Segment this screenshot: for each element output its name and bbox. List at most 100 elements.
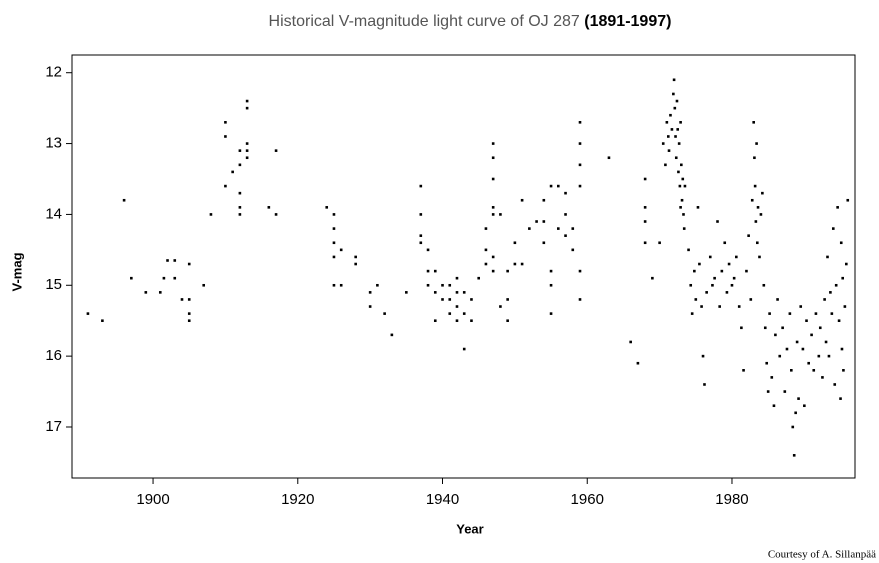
data-point [840, 347, 844, 351]
data-point [834, 283, 838, 287]
data-point [629, 340, 632, 344]
data-point [735, 255, 738, 259]
data-point [774, 333, 777, 337]
data-point [506, 269, 509, 273]
data-point [665, 121, 669, 124]
data-point [144, 291, 148, 294]
data-point [455, 276, 459, 280]
data-point [433, 319, 437, 323]
data-point [578, 163, 582, 167]
data-point [781, 326, 784, 330]
data-point [542, 241, 546, 245]
data-point [690, 312, 694, 315]
data-point [549, 283, 553, 287]
data-point [753, 184, 757, 188]
data-point [762, 283, 766, 287]
data-point [224, 135, 227, 138]
data-point [368, 305, 372, 308]
data-point [238, 191, 242, 195]
data-point [491, 177, 495, 181]
data-point [484, 262, 488, 266]
data-point [792, 454, 796, 457]
data-point [788, 312, 792, 315]
data-point [794, 411, 797, 415]
data-point [441, 298, 444, 301]
data-point [224, 184, 227, 188]
data-point [578, 269, 582, 273]
data-point [723, 241, 727, 245]
data-point [513, 241, 517, 245]
data-point [817, 354, 821, 358]
data-point [433, 269, 437, 273]
x-axis-title: Year [456, 521, 483, 536]
data-point [542, 198, 546, 202]
data-point [727, 262, 731, 266]
data-point [209, 213, 213, 216]
data-point [846, 198, 850, 202]
data-point [752, 121, 755, 124]
data-point [843, 305, 847, 308]
data-point [455, 305, 459, 308]
data-point [661, 142, 665, 145]
data-point [765, 361, 769, 365]
data-point [797, 397, 800, 400]
data-point [703, 383, 706, 386]
data-point [753, 156, 756, 160]
data-point [756, 206, 760, 209]
data-point [462, 312, 466, 315]
credit: Courtesy of A. Sillanpää [768, 549, 876, 561]
title-text: Historical V-magnitude light curve of OJ… [269, 13, 580, 30]
data-point [651, 276, 654, 280]
x-tick-label: 1900 [136, 491, 169, 508]
data-point [742, 369, 745, 372]
data-point [827, 354, 831, 358]
data-point [571, 227, 575, 230]
x-tick-label: 1960 [571, 491, 604, 508]
data-point [643, 206, 647, 209]
data-point [238, 206, 242, 209]
data-point [687, 248, 690, 252]
data-point [267, 206, 271, 209]
data-point [238, 213, 242, 216]
data-point [419, 241, 423, 245]
data-point [564, 213, 567, 216]
data-point [677, 170, 680, 174]
data-point [238, 163, 242, 167]
data-point [578, 184, 582, 188]
data-point [491, 206, 495, 209]
data-point [332, 283, 336, 287]
data-point [683, 184, 687, 188]
data-point [768, 312, 771, 315]
data-point [462, 347, 466, 351]
data-point [448, 312, 452, 315]
data-point [670, 128, 674, 131]
data-point [187, 262, 191, 266]
data-point [755, 142, 758, 145]
data-point [339, 283, 343, 287]
data-point [513, 262, 517, 266]
data-point [643, 177, 647, 181]
data-point [455, 291, 459, 294]
data-point [354, 262, 357, 266]
data-point [679, 206, 682, 209]
plot-frame [71, 54, 856, 479]
data-point [701, 354, 705, 358]
data-point [491, 213, 495, 216]
x-tick-label: 1920 [281, 491, 314, 508]
data-point [812, 369, 816, 372]
data-point [274, 213, 278, 216]
y-tick-label: 12 [45, 64, 62, 81]
data-point [130, 276, 133, 280]
data-point [791, 425, 795, 429]
data-point [756, 241, 759, 245]
data-point [831, 227, 835, 230]
data-point [173, 259, 177, 262]
data-point [455, 319, 459, 323]
data-point [484, 227, 488, 230]
data-point [805, 319, 808, 323]
data-point [433, 291, 437, 294]
data-point [245, 142, 249, 145]
data-point [754, 220, 758, 223]
data-point [673, 106, 677, 110]
